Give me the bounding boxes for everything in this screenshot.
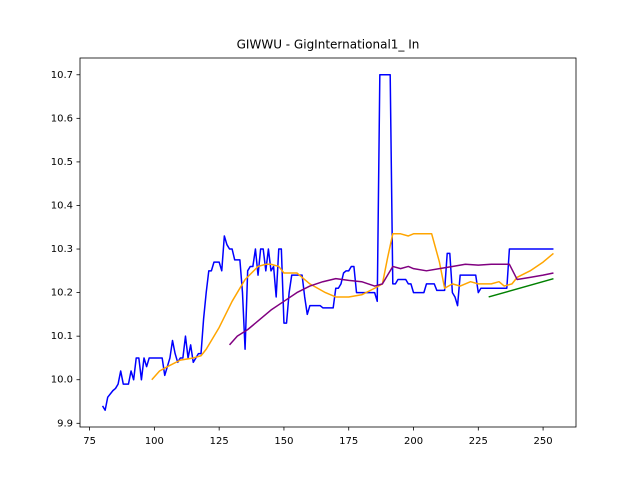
x-tick-label: 75 [83, 436, 96, 447]
y-tick-label: 9.9 [57, 418, 73, 429]
line-series [151, 233, 554, 381]
chart-title: GIWWU - GigInternational1_ In [237, 38, 420, 52]
x-tick-label: 175 [339, 436, 358, 447]
line-series [101, 74, 554, 411]
x-tick-label: 225 [469, 436, 488, 447]
x-tick-label: 200 [404, 436, 423, 447]
y-tick-label: 10.6 [51, 113, 73, 124]
x-tick-label: 250 [534, 436, 553, 447]
y-tick-label: 10.5 [51, 157, 73, 168]
y-tick-label: 10.2 [51, 288, 73, 299]
x-tick-label: 125 [210, 436, 229, 447]
y-tick-label: 10.4 [51, 200, 73, 211]
plot-frame [79, 57, 577, 428]
y-tick-label: 10.0 [51, 375, 73, 386]
line-series [488, 277, 554, 298]
x-tick-label: 100 [145, 436, 164, 447]
line-series [228, 263, 554, 346]
x-tick-label: 150 [274, 436, 293, 447]
y-tick-label: 10.1 [51, 331, 73, 342]
y-tick-label: 10.3 [51, 244, 73, 255]
y-tick-label: 10.7 [51, 70, 73, 81]
